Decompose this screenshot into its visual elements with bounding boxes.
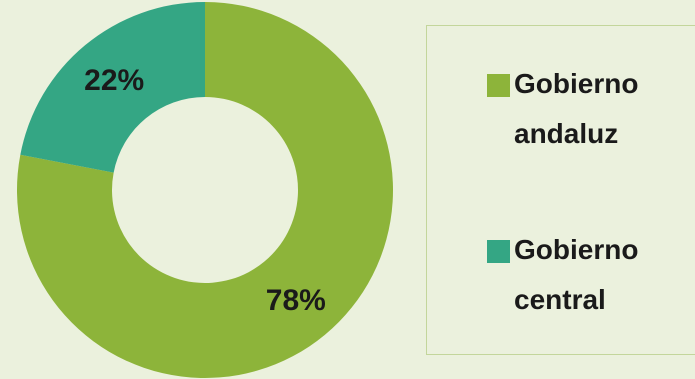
legend-label: Gobierno central — [514, 234, 639, 315]
data-label-gobierno-andaluz: 78% — [266, 284, 326, 317]
legend-item-gobierno-central: Gobierno central — [427, 232, 684, 325]
data-label-gobierno-central: 22% — [84, 64, 144, 97]
donut-chart: 78% 22% — [16, 2, 393, 378]
legend-label: Gobierno andaluz — [514, 68, 639, 149]
legend: Gobierno andaluz Gobierno central — [426, 25, 695, 355]
slice-gobierno-andaluz — [16, 2, 393, 378]
legend-swatch-gobierno-andaluz — [487, 74, 510, 97]
slice-gobierno-central — [20, 2, 205, 173]
legend-swatch-gobierno-central — [487, 240, 510, 263]
legend-item-gobierno-andaluz: Gobierno andaluz — [427, 66, 684, 159]
